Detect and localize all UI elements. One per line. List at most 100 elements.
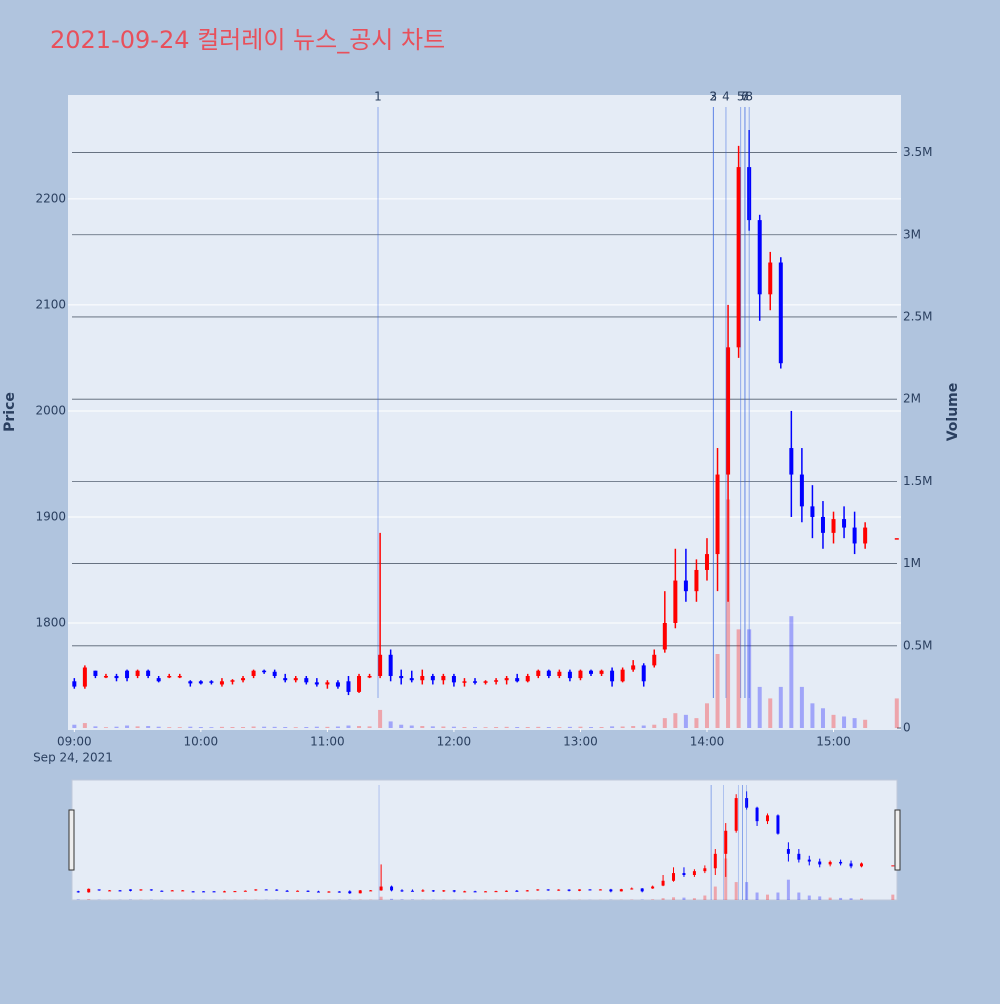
mini-volume-bar: [766, 895, 769, 900]
candle-body: [810, 506, 814, 517]
y2-tick-label: 0: [903, 721, 911, 735]
mini-volume-bar: [787, 880, 790, 900]
mini-volume-bar: [735, 882, 738, 900]
volume-bar: [642, 726, 646, 728]
mini-candle-body: [442, 890, 445, 891]
news-label: 1: [374, 90, 382, 104]
candle-body: [462, 681, 466, 683]
mini-candle-body: [850, 863, 853, 866]
candle-body: [230, 680, 234, 682]
candle-body: [526, 676, 530, 681]
candle-body: [325, 682, 329, 684]
candle-body: [252, 671, 256, 676]
volume-bar: [325, 727, 329, 728]
candle-body: [178, 676, 182, 678]
mini-candle-body: [860, 863, 863, 866]
mini-candle-body: [724, 831, 727, 854]
mini-volume-bar: [808, 896, 811, 900]
volume-bar: [72, 725, 76, 728]
mini-candle-body: [390, 887, 393, 891]
mini-candle-body: [505, 891, 508, 892]
candle-body: [399, 676, 403, 678]
candle-body: [294, 678, 298, 680]
news-label: 3: [709, 90, 717, 104]
x-tick-label: 15:00: [816, 735, 851, 749]
volume-bar: [252, 727, 256, 728]
volume-bar: [484, 727, 488, 728]
candle-body: [726, 347, 730, 474]
candle-body: [789, 448, 793, 475]
mini-volume-bar: [672, 897, 675, 900]
candle-body: [199, 681, 203, 683]
volume-bar: [146, 726, 150, 728]
candle-body: [863, 528, 867, 544]
volume-bar: [789, 616, 793, 728]
candle-body: [273, 672, 277, 676]
mini-candle-body: [787, 849, 790, 854]
volume-bar: [410, 726, 414, 728]
volume-bar: [420, 726, 424, 728]
volume-bar: [673, 713, 677, 728]
volume-bar: [209, 727, 213, 728]
mini-candle-body: [150, 889, 153, 890]
y2-tick-label: 0.5M: [903, 638, 932, 652]
y-tick-label: 2100: [35, 297, 66, 311]
mini-candle-body: [401, 890, 404, 891]
candle-body: [832, 519, 836, 533]
volume-bar: [800, 687, 804, 728]
volume-bar: [652, 725, 656, 728]
mini-volume-bar: [651, 899, 654, 900]
candle-body: [768, 263, 772, 295]
candle-body: [758, 220, 762, 294]
mini-candle-body: [891, 865, 894, 866]
mini-candle-body: [307, 891, 310, 892]
range-handle[interactable]: [895, 810, 900, 870]
mini-candle-body: [672, 873, 675, 881]
range-handle[interactable]: [69, 810, 74, 870]
candle-body: [410, 678, 414, 680]
chart-title: 2021-09-24 컬러레이 뉴스_공시 차트: [50, 26, 445, 54]
candle-body: [853, 528, 857, 544]
mini-candle-body: [453, 890, 456, 891]
volume-bar: [273, 727, 277, 728]
mini-volume-bar: [756, 893, 759, 900]
volume-bar: [494, 727, 498, 728]
volume-bar: [136, 726, 140, 728]
volume-bar: [737, 629, 741, 728]
volume-bar: [589, 727, 593, 728]
mini-volume-bar: [662, 898, 665, 900]
y2-tick-label: 1.5M: [903, 474, 932, 488]
volume-bar: [526, 727, 530, 728]
volume-bar: [125, 726, 129, 728]
volume-bar: [705, 703, 709, 728]
candle-body: [188, 681, 192, 683]
candle-body: [737, 167, 741, 347]
volume-bar: [600, 727, 604, 728]
y2-tick-label: 2M: [903, 392, 921, 406]
candle-body: [652, 655, 656, 666]
candle-body: [241, 678, 245, 680]
range-slider[interactable]: [72, 780, 897, 900]
mini-candle-body: [620, 889, 623, 891]
volume-bar: [283, 727, 287, 728]
volume-bar: [178, 727, 182, 728]
volume-bar: [378, 710, 382, 728]
mini-candle-body: [119, 890, 122, 891]
volume-bar: [821, 708, 825, 728]
mini-volume-bar: [703, 896, 706, 900]
mini-candle-body: [641, 888, 644, 891]
candle-body: [621, 670, 625, 682]
candle-body: [821, 517, 825, 533]
mini-candle-body: [578, 889, 581, 890]
candle-body: [93, 671, 97, 676]
y-tick-label: 2200: [35, 191, 66, 205]
volume-bar: [684, 715, 688, 728]
y-tick-label: 1900: [35, 509, 66, 523]
mini-volume-bar: [797, 893, 800, 900]
mini-candle-body: [839, 862, 842, 864]
volume-bar: [758, 687, 762, 728]
volume-bar: [199, 727, 203, 728]
volume-bar: [462, 727, 466, 728]
mini-candle-body: [77, 891, 80, 892]
mini-candle-body: [547, 889, 550, 890]
